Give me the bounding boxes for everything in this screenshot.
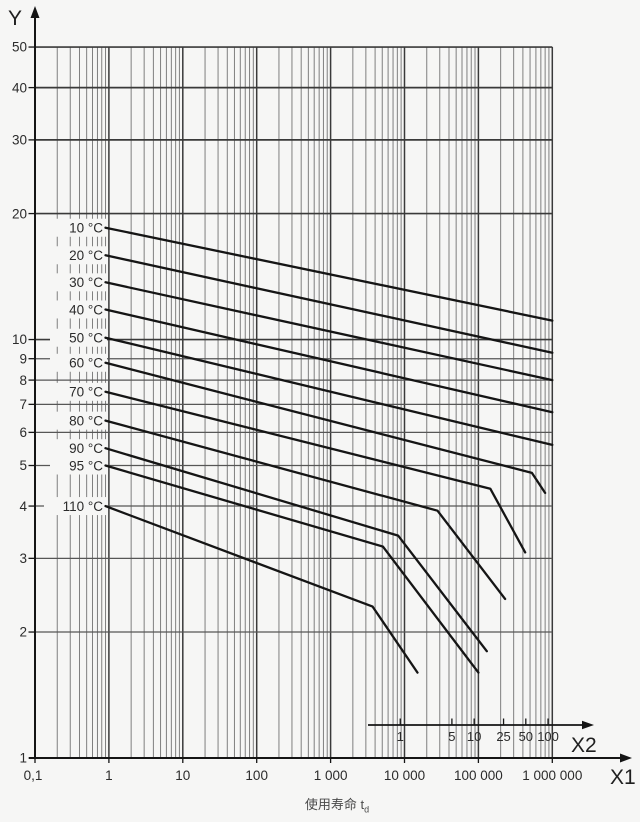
x1-axis-label: X1 — [610, 766, 636, 789]
curve-label: 110 °C — [63, 499, 104, 514]
curve-label-backdrop — [50, 328, 107, 347]
y-tick-label: 8 — [19, 373, 27, 388]
gridlines-vertical-major — [108, 47, 554, 758]
x1-tick-label: 100 — [245, 768, 268, 783]
y-tick-label: 50 — [12, 40, 27, 55]
y-tick-label: 10 — [12, 332, 27, 347]
curve-label-backdrop — [50, 456, 107, 475]
y-tick-label: 1 — [19, 751, 27, 766]
curve-label: 95 °C — [69, 458, 103, 473]
curve-95c — [104, 464, 480, 674]
curve-label: 40 °C — [69, 302, 103, 317]
y-tick-label: 6 — [19, 425, 27, 440]
curve-label: 20 °C — [69, 248, 103, 263]
curve-20c — [104, 254, 554, 354]
curve-70c — [104, 390, 527, 554]
y-axis-tick-labels: 1 2 3 4 5 6 7 8 9 10 20 30 40 50 — [12, 40, 35, 766]
curve-label: 70 °C — [69, 385, 103, 400]
x1-tick-label: 10 — [175, 768, 190, 783]
curve-label: 30 °C — [69, 275, 103, 290]
x1-tick-label: 1 — [105, 768, 113, 783]
temperature-curves — [104, 226, 554, 674]
temperature-curve-labels: 10 °C 20 °C 30 °C 40 °C 50 °C 60 °C 70 °C 80 °C… — [44, 218, 107, 516]
curve-label-backdrop — [50, 300, 107, 319]
curve-label-backdrop — [50, 411, 107, 430]
y-tick-label: 9 — [19, 351, 27, 366]
x1-tick-label: 1 000 — [314, 768, 348, 783]
curve-label: 50 °C — [69, 331, 103, 346]
x1-axis-tick-labels: 0,1 1 10 100 1 000 10 000 100 000 1 000 000 — [24, 758, 582, 783]
curve-label: 80 °C — [69, 413, 103, 428]
curve-50c — [104, 336, 554, 447]
curve-60c — [104, 361, 547, 495]
gridlines-horizontal — [35, 46, 553, 633]
curve-label: 10 °C — [69, 221, 103, 236]
x2-tick-label: 5 — [448, 729, 455, 744]
y-tick-label: 40 — [12, 80, 27, 95]
curve-label: 60 °C — [69, 356, 103, 371]
x-axis-caption: 使用寿命 td — [305, 794, 369, 815]
x1-tick-label: 1 000 000 — [522, 768, 582, 783]
x2-tick-label: 25 — [496, 729, 510, 744]
x2-axis: 1 5 10 25 50 100 — [368, 718, 594, 744]
y-tick-label: 4 — [19, 499, 27, 514]
x1-tick-label: 100 000 — [454, 768, 503, 783]
x2-tick-label: 10 — [467, 729, 481, 744]
gridlines-vertical-minor — [56, 47, 550, 758]
curve-label-backdrop — [50, 353, 107, 372]
curve-10c — [104, 226, 554, 322]
y-tick-label: 3 — [19, 551, 27, 566]
curve-label-backdrop — [44, 497, 107, 516]
y-tick-label: 30 — [12, 133, 27, 148]
x2-tick-label: 100 — [537, 729, 559, 744]
x1-tick-label: 10 000 — [384, 768, 425, 783]
curve-label-backdrop — [50, 246, 107, 265]
caption-text: 使用寿命 t — [304, 797, 365, 812]
curve-label-backdrop — [50, 439, 107, 458]
y-axis-label: Y — [8, 7, 22, 30]
curve-80c — [104, 419, 507, 601]
y-tick-label: 7 — [19, 397, 27, 412]
curve-110c — [104, 504, 419, 674]
x1-tick-label: 0,1 — [24, 768, 43, 783]
curve-40c — [104, 308, 554, 414]
curve-90c — [104, 447, 488, 653]
x1-axis-arrowhead — [620, 753, 632, 763]
x2-tick-label: 1 — [397, 729, 404, 744]
curve-label: 90 °C — [69, 441, 103, 456]
x2-axis-arrowhead — [582, 720, 594, 730]
caption-subscript: d — [364, 804, 370, 815]
y-axis-arrowhead — [30, 6, 40, 18]
curve-label-backdrop — [50, 218, 107, 237]
curve-label-backdrop — [50, 382, 107, 401]
x2-tick-label: 50 — [519, 729, 533, 744]
y-tick-label: 20 — [12, 206, 27, 221]
curve-30c — [104, 281, 554, 382]
x2-axis-label: X2 — [571, 734, 597, 757]
curve-label-backdrop — [50, 273, 107, 292]
y-tick-label: 2 — [19, 625, 27, 640]
y-tick-label: 5 — [19, 458, 27, 473]
